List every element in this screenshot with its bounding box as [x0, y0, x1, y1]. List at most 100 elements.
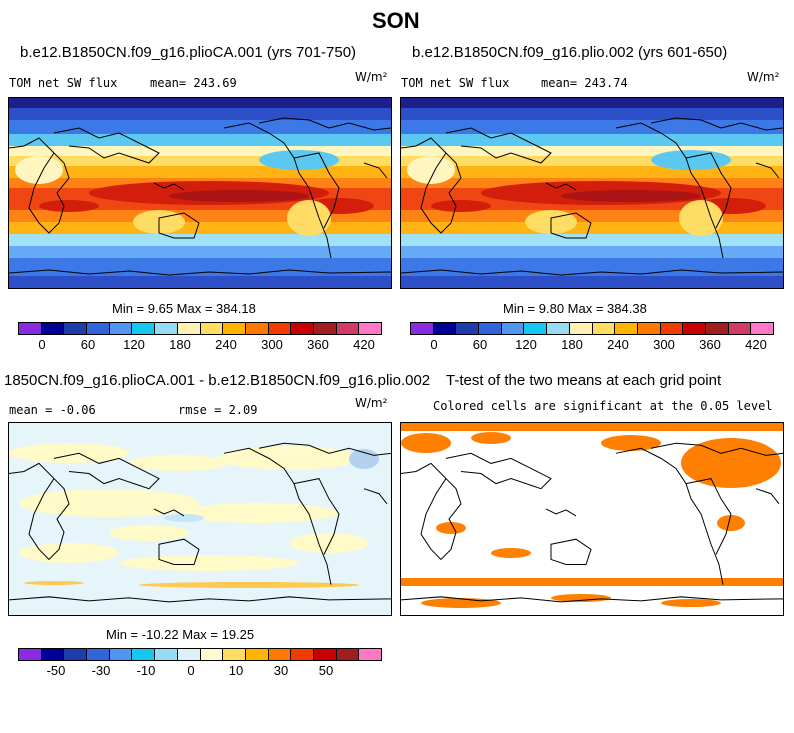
coastline	[53, 452, 160, 490]
colorbar-swatch	[547, 323, 570, 334]
diff-anomaly	[19, 543, 119, 563]
flux-band	[9, 146, 391, 156]
colorbar-tick-label: 60	[472, 337, 488, 352]
colorbar-swatch	[291, 649, 314, 660]
flux-band	[9, 156, 391, 166]
flux-land-region	[259, 150, 339, 170]
significant-region	[491, 548, 531, 558]
colorbar-swatch	[456, 323, 480, 334]
flux-band	[9, 222, 391, 234]
flux-band	[401, 222, 783, 234]
colorbar-swatch	[569, 323, 593, 334]
flux-band	[9, 166, 391, 178]
significant-region	[401, 578, 783, 586]
colorbar-swatch	[637, 323, 661, 334]
flux-band	[401, 156, 783, 166]
colorbar-swatch	[268, 323, 292, 334]
diff-anomaly	[349, 449, 379, 469]
panel4-map-svg	[401, 423, 783, 615]
flux-land-region	[651, 150, 731, 170]
panel3-coastlines	[9, 442, 391, 603]
panel3-map	[8, 422, 392, 616]
coastline	[445, 127, 552, 164]
flux-band	[401, 98, 783, 108]
flux-land-region	[407, 156, 455, 184]
coastline	[293, 478, 340, 555]
significant-region	[421, 598, 501, 608]
coastline	[9, 462, 70, 561]
panel1-mean-label: mean= 243.69	[150, 76, 237, 90]
coastline	[9, 596, 391, 603]
significant-region	[471, 432, 511, 444]
colorbar-swatch	[19, 649, 42, 660]
colorbar-swatch	[87, 649, 110, 660]
colorbar-tick-label: -10	[136, 663, 156, 678]
flux-band	[9, 108, 391, 120]
colorbar-swatch	[479, 323, 502, 334]
panel2-variable-label: TOM net SW flux	[401, 76, 510, 90]
colorbar-swatch	[336, 649, 360, 660]
diff-anomaly	[219, 446, 359, 470]
significant-region	[601, 435, 661, 451]
coastline	[153, 182, 185, 191]
diff-anomaly	[119, 555, 299, 571]
panel4-map	[400, 422, 784, 616]
coastline	[401, 137, 462, 234]
panel4-title: T-test of the two means at each grid poi…	[446, 372, 722, 389]
colorbar-swatch	[155, 323, 178, 334]
flux-band	[401, 120, 783, 134]
diff-anomaly	[109, 525, 189, 541]
flux-band	[9, 98, 391, 108]
colorbar-swatch	[132, 649, 156, 660]
panel2-units: W/m²	[747, 70, 780, 84]
colorbar-swatch	[132, 323, 156, 334]
colorbar-swatch	[19, 323, 42, 334]
colorbar-tick-label: 300	[653, 337, 675, 352]
panel2-map	[400, 97, 784, 289]
panel1-flux-field	[9, 98, 391, 288]
flux-band	[9, 258, 391, 276]
colorbar-swatch	[501, 323, 525, 334]
colorbar-swatch	[313, 323, 337, 334]
panel4-coastlines	[401, 442, 783, 603]
flux-band	[401, 146, 783, 156]
colorbar-tick-label: 120	[123, 337, 145, 352]
colorbar-tick-label: 180	[561, 337, 583, 352]
flux-band	[9, 120, 391, 134]
panel2-coastlines	[401, 117, 783, 276]
significant-region	[436, 522, 466, 534]
colorbar-swatch	[728, 323, 752, 334]
colorbar-swatch	[64, 323, 88, 334]
colorbar-tick-label: 0	[430, 337, 438, 352]
coastline	[9, 137, 70, 234]
coastline	[158, 538, 200, 565]
colorbar-swatch	[705, 323, 729, 334]
colorbar-tick-label: 180	[169, 337, 191, 352]
coastline	[755, 488, 780, 505]
coastline	[258, 117, 391, 131]
colorbar-swatch	[751, 323, 773, 334]
colorbar-swatch	[177, 649, 201, 660]
flux-band	[401, 276, 783, 288]
panel3-map-svg	[9, 423, 391, 615]
flux-band	[9, 234, 391, 246]
flux-band	[9, 276, 391, 288]
panel1-map-svg	[9, 98, 391, 288]
diff-anomaly	[289, 533, 369, 553]
coastline	[401, 596, 783, 603]
significant-region	[681, 438, 781, 488]
figure-title: SON	[372, 8, 420, 33]
flux-band	[401, 258, 783, 276]
significant-region	[401, 423, 783, 431]
coastline	[293, 152, 340, 229]
flux-band	[401, 166, 783, 178]
coastline	[153, 508, 185, 517]
panel3-colorbar	[18, 648, 382, 661]
colorbar-tick-label: 10	[228, 663, 244, 678]
coastline	[545, 508, 577, 517]
colorbar-swatch	[109, 649, 133, 660]
panel1-colorbar	[18, 322, 382, 335]
colorbar-swatch	[359, 323, 381, 334]
colorbar-swatch	[313, 649, 337, 660]
coastline	[755, 162, 780, 179]
